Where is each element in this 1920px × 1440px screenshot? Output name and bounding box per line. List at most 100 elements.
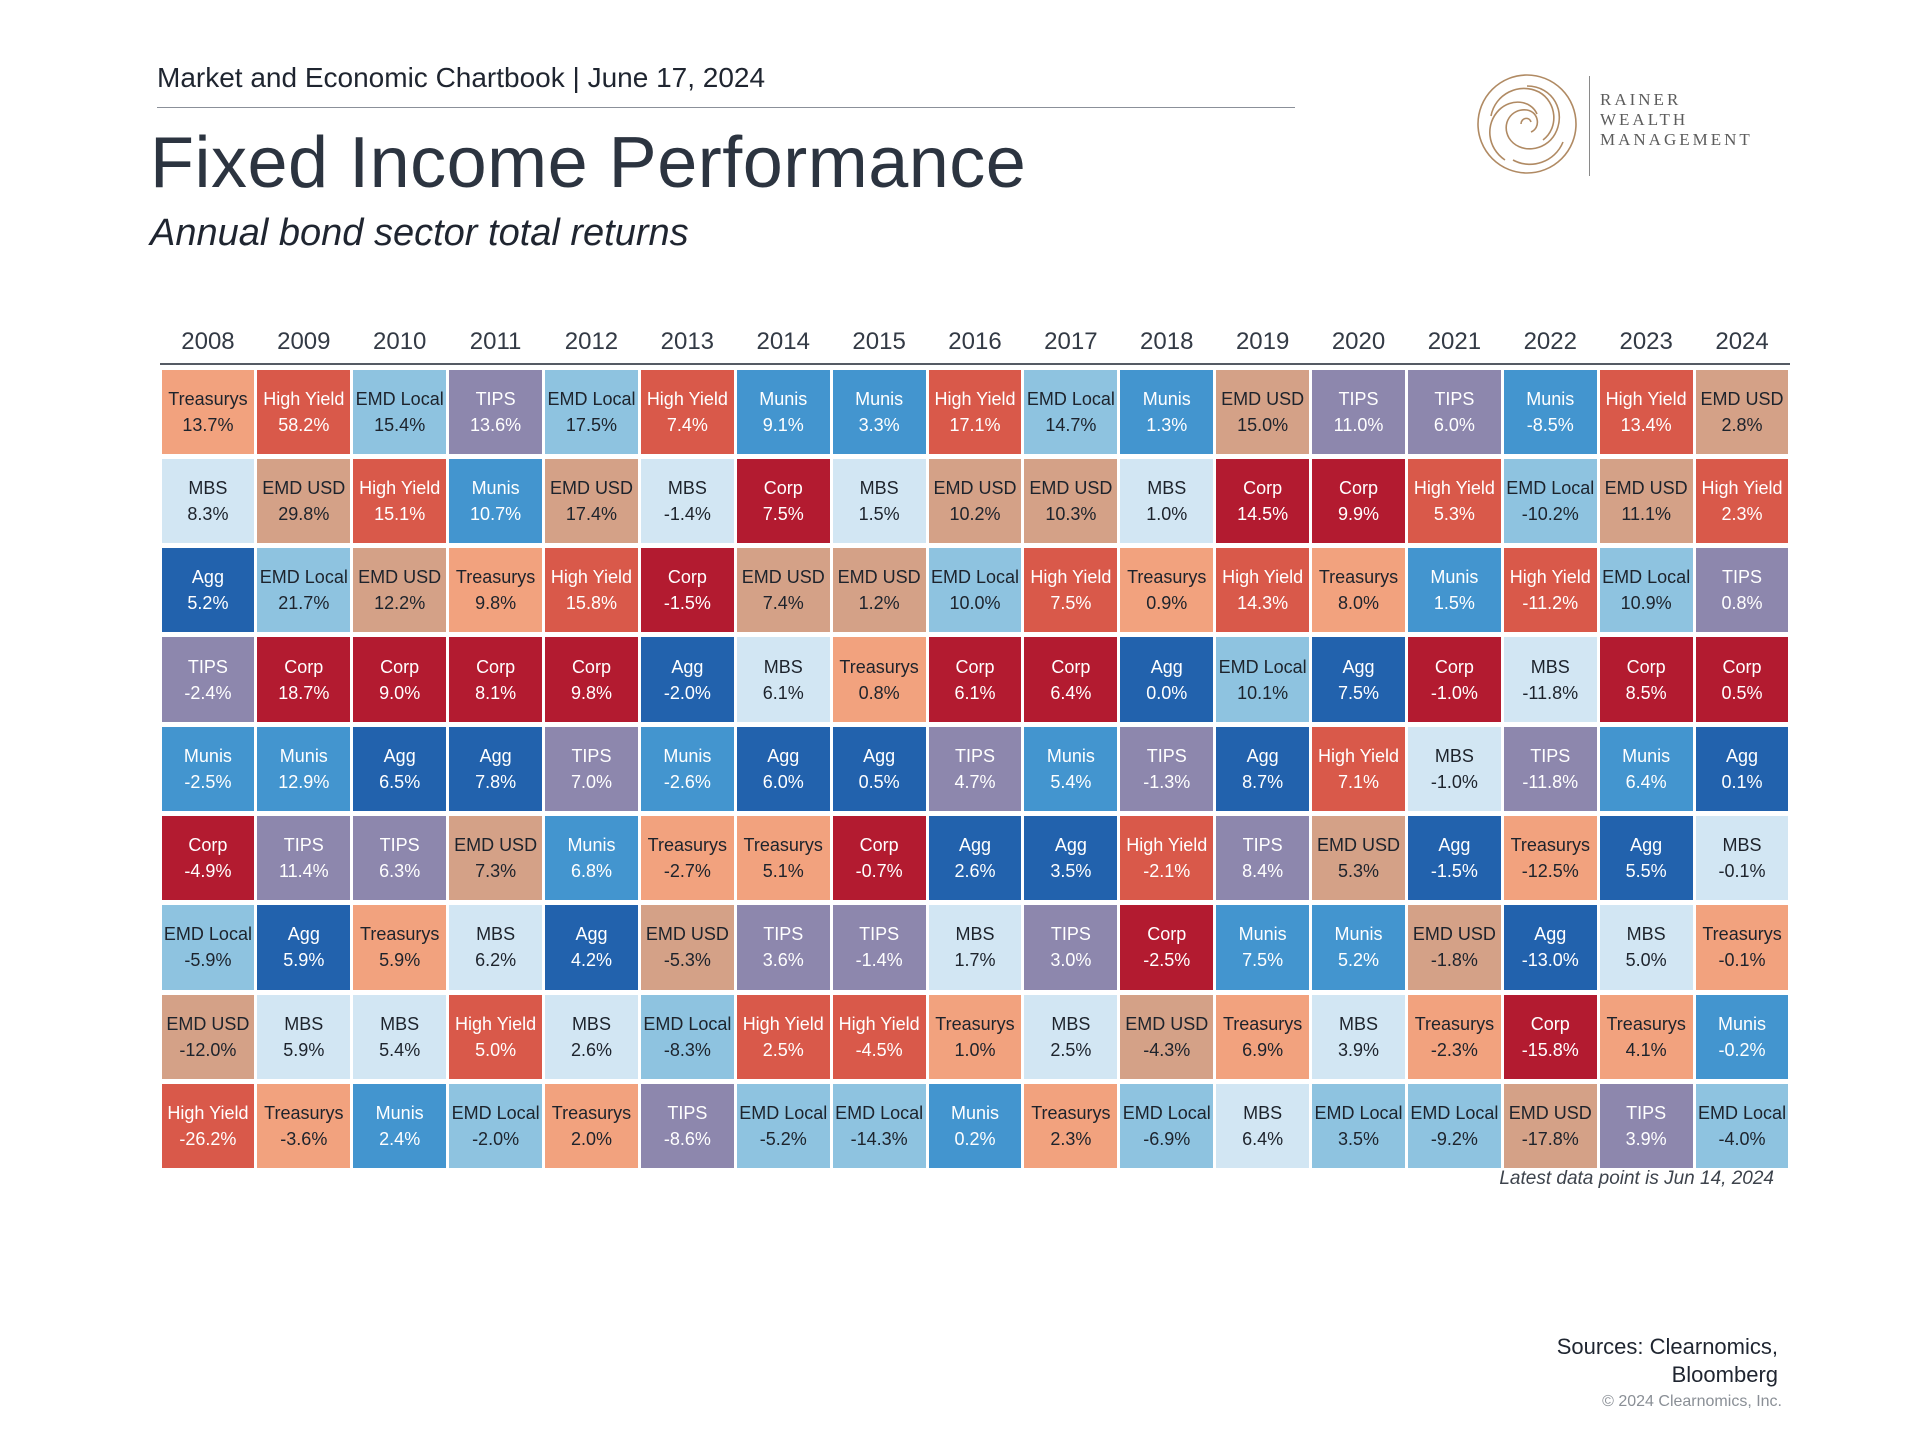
return-value: 7.8% (475, 771, 517, 792)
return-value: -11.8% (1522, 682, 1579, 703)
return-value: -2.0% (663, 682, 711, 703)
return-value: 18.7% (278, 682, 330, 703)
sector-name: MBS (1530, 656, 1570, 677)
sector-name: Corp (1243, 477, 1283, 498)
sector-return-cell: EMD Local 10.0% (928, 548, 1022, 633)
return-value: 9.8% (475, 593, 517, 614)
sector-return-cell: Corp 8.5% (1599, 637, 1693, 722)
sector-return-cell: Munis -2.5% (161, 726, 255, 811)
sector-name: MBS (1722, 835, 1762, 856)
sector-name: EMD USD (1221, 388, 1305, 409)
sector-name: EMD Local (355, 388, 444, 409)
sector-name: Munis (1718, 1013, 1767, 1034)
sector-name: Agg (1054, 835, 1087, 856)
sector-name: Agg (863, 745, 896, 766)
return-value: 5.9% (379, 950, 421, 971)
sector-return-cell: EMD USD 2.8% (1695, 369, 1789, 454)
sector-name: Munis (567, 835, 616, 856)
return-value: -2.4% (184, 682, 232, 703)
return-value: 5.3% (1338, 861, 1380, 882)
sector-name: TIPS (954, 745, 995, 766)
return-value: -0.1% (1718, 861, 1766, 882)
sector-return-cell: Munis 6.4% (1599, 726, 1693, 811)
sector-name: Treasurys (168, 388, 248, 409)
sector-name: EMD USD (1508, 1103, 1592, 1124)
sector-return-cell: EMD Local -8.3% (640, 994, 734, 1079)
return-value: -1.4% (855, 950, 903, 971)
return-value: -15.8% (1521, 1039, 1579, 1060)
return-value: 11.1% (1621, 503, 1672, 524)
sector-name: High Yield (1701, 477, 1783, 498)
sector-return-cell: EMD Local 3.5% (1312, 1083, 1405, 1169)
sector-return-cell: TIPS -8.6% (640, 1083, 734, 1169)
year-label: 2017 (1044, 328, 1098, 355)
sector-return-cell: MBS -0.1% (1695, 816, 1789, 901)
year-label: 2013 (660, 328, 715, 355)
sector-name: MBS (1339, 1013, 1379, 1034)
sector-return-cell: EMD USD 15.0% (1216, 369, 1310, 454)
return-value: -13.0% (1521, 950, 1579, 971)
sector-name: Munis (279, 745, 328, 766)
sector-return-cell: Agg 7.8% (449, 726, 543, 811)
return-value: -6.9% (1143, 1129, 1191, 1150)
sector-return-cell: Corp 6.4% (1024, 637, 1118, 722)
sector-return-cell: Corp 9.8% (545, 637, 638, 722)
sector-name: EMD Local (1410, 1103, 1499, 1124)
sector-return-cell: Agg -2.0% (640, 637, 734, 722)
sector-return-cell: EMD USD -5.3% (640, 905, 734, 990)
sources-note: Sources: Clearnomics, Bloomberg (1557, 1333, 1778, 1389)
year-label: 2021 (1427, 328, 1482, 355)
return-value: 2.6% (570, 1039, 612, 1060)
sector-return-cell: EMD Local 15.4% (353, 369, 447, 454)
sector-return-cell: EMD Local -10.2% (1503, 458, 1597, 544)
sector-name: High Yield (359, 477, 441, 498)
return-value: 6.8% (570, 861, 612, 882)
return-value: 2.3% (1721, 503, 1763, 524)
sector-return-cell: EMD USD 7.4% (736, 548, 830, 633)
return-value: 7.1% (1338, 771, 1380, 792)
return-value: -9.2% (1430, 1129, 1478, 1150)
sector-name: Munis (375, 1103, 424, 1124)
sector-name: TIPS (571, 745, 612, 766)
sector-return-cell: Corp -15.8% (1503, 994, 1597, 1079)
return-value: 3.9% (1338, 1039, 1380, 1060)
sector-name: Treasurys (1414, 1013, 1495, 1034)
sector-return-cell: MBS 8.3% (161, 458, 255, 544)
return-value: 9.0% (379, 682, 421, 703)
sector-name: High Yield (1126, 835, 1208, 856)
sector-name: Treasurys (1222, 1013, 1303, 1034)
return-value: -8.6% (663, 1129, 711, 1150)
sector-name: TIPS (379, 835, 420, 856)
sector-return-cell: EMD Local 10.1% (1216, 637, 1310, 722)
sector-name: Treasurys (551, 1103, 632, 1124)
sector-return-cell: TIPS 4.7% (928, 726, 1022, 811)
return-value: -11.8% (1522, 771, 1579, 792)
sector-name: MBS (380, 1013, 420, 1034)
sector-return-cell: TIPS -11.8% (1503, 726, 1597, 811)
sector-return-cell: Corp -1.0% (1407, 637, 1501, 722)
sector-return-cell: EMD Local 14.7% (1024, 369, 1118, 454)
sector-return-cell: EMD Local 17.5% (545, 369, 638, 454)
sector-return-cell: MBS 2.5% (1024, 994, 1118, 1079)
sector-return-cell: EMD USD 11.1% (1599, 458, 1693, 544)
return-value: 0.0% (1146, 682, 1188, 703)
sector-return-cell: TIPS 3.0% (1024, 905, 1118, 990)
year-label: 2014 (756, 328, 810, 355)
sector-name: EMD USD (645, 924, 729, 945)
sector-return-cell: EMD Local -5.2% (736, 1083, 830, 1169)
sector-name: EMD Local (835, 1103, 924, 1124)
return-value: -4.3% (1143, 1039, 1191, 1060)
sector-return-cell: Treasurys 2.3% (1024, 1083, 1118, 1169)
sector-return-cell: EMD Local -5.9% (161, 905, 255, 990)
sector-return-cell: Munis 6.8% (545, 816, 638, 901)
sector-return-cell: EMD USD 1.2% (832, 548, 926, 633)
return-value: -0.7% (855, 861, 903, 882)
return-value: 3.9% (1625, 1129, 1667, 1150)
sector-name: TIPS (1722, 567, 1763, 588)
sector-return-cell: TIPS 3.6% (736, 905, 830, 990)
sector-name: High Yield (934, 388, 1016, 409)
sector-return-cell: TIPS 11.0% (1312, 369, 1405, 454)
sector-name: EMD Local (259, 567, 348, 588)
return-value: -2.0% (472, 1129, 520, 1150)
return-value: 6.0% (762, 771, 804, 792)
